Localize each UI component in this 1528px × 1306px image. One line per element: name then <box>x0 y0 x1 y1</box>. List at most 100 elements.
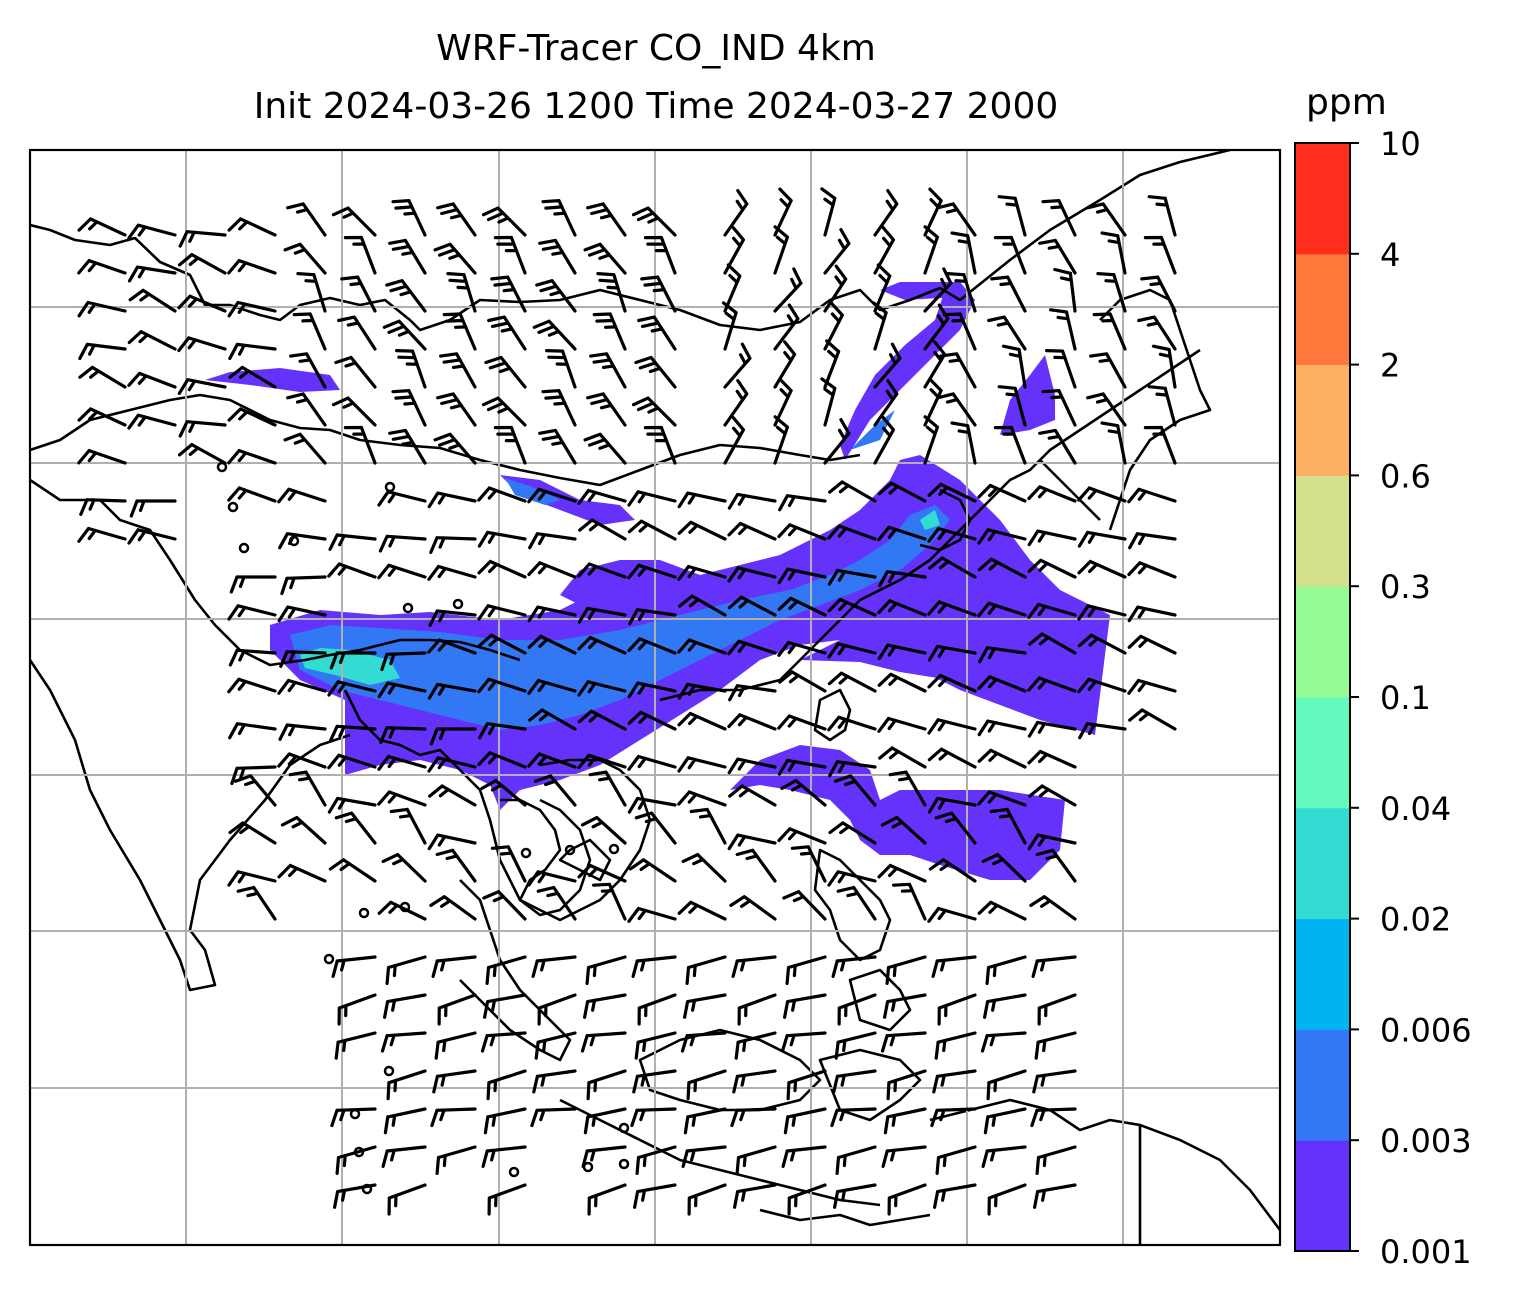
wind-barb <box>77 259 127 275</box>
wind-barb <box>484 355 527 389</box>
wind-barb <box>77 526 127 543</box>
wind-barb <box>327 753 377 770</box>
wind-barb <box>278 723 327 741</box>
wind-barb <box>79 498 127 516</box>
wind-barb <box>631 206 677 237</box>
wind-barb <box>1027 529 1077 547</box>
wind-barb <box>773 340 797 389</box>
wind-barb <box>777 567 827 585</box>
wind-barb <box>677 790 727 807</box>
wind-barb <box>1086 202 1127 237</box>
wind-barb <box>777 758 827 776</box>
wind-barb <box>437 993 477 1026</box>
wind-barb <box>428 609 477 627</box>
wind-barb <box>723 415 745 465</box>
wind-barb <box>177 294 227 313</box>
wind-barb <box>391 199 427 237</box>
wind-barb <box>177 253 227 275</box>
wind-barb <box>427 682 477 700</box>
wind-barb <box>681 853 727 883</box>
wind-barb <box>634 1031 677 1060</box>
colorbar-bin <box>1295 918 1350 1030</box>
wind-barb <box>178 420 227 438</box>
wind-barb <box>836 885 877 921</box>
wind-barb <box>1028 632 1077 655</box>
wind-barb <box>677 564 727 581</box>
wind-barb <box>773 303 800 351</box>
wind-barb <box>483 993 527 1019</box>
colorbar-bin <box>1295 586 1350 698</box>
wind-barb <box>289 352 327 389</box>
wind-barb <box>481 206 527 237</box>
wind-barb <box>379 726 427 744</box>
wind-barb <box>678 594 727 617</box>
wind-barb <box>377 790 427 807</box>
wind-barb <box>596 272 627 313</box>
wind-barb <box>977 528 1027 545</box>
wind-barb <box>1032 1069 1077 1094</box>
wind-barb <box>977 675 1027 693</box>
wind-barb <box>783 1107 827 1135</box>
wind-barb <box>277 605 327 623</box>
wind-barb <box>436 202 477 237</box>
wind-barb <box>877 672 927 693</box>
wind-barb <box>637 993 677 1026</box>
wind-barb <box>727 833 777 851</box>
wind-barb <box>1127 487 1177 504</box>
wind-barb <box>780 1031 827 1053</box>
wind-barb <box>580 816 627 845</box>
wind-barb <box>1038 428 1077 465</box>
wind-barb <box>986 1069 1027 1101</box>
wind-barb <box>391 389 427 427</box>
wind-barb <box>773 415 789 465</box>
wind-barb <box>827 671 877 693</box>
wind-barb <box>989 807 1027 845</box>
wind-barb <box>990 275 1027 313</box>
wind-barb <box>227 604 277 621</box>
wind-barb <box>129 499 177 518</box>
wind-barb <box>527 634 577 655</box>
wind-barb <box>328 858 377 883</box>
wind-barb <box>385 955 427 985</box>
wind-barb <box>586 1069 627 1101</box>
wind-barb <box>77 449 127 465</box>
wind-barb <box>928 858 977 883</box>
wind-barb <box>1147 385 1177 427</box>
wind-barb <box>778 670 827 693</box>
wind-barb <box>177 336 227 353</box>
wind-barb <box>337 993 377 1026</box>
wind-barb <box>227 300 277 318</box>
wind-barb <box>482 890 527 921</box>
wind-barb <box>631 955 677 978</box>
wind-barb <box>927 482 977 503</box>
wind-barb <box>1086 392 1127 427</box>
wind-barb <box>733 1183 777 1209</box>
wind-barb <box>627 796 677 814</box>
wind-barb <box>382 319 427 351</box>
wind-barb <box>997 385 1027 427</box>
wind-barb <box>585 955 627 985</box>
wind-barb <box>343 235 377 275</box>
wind-barb <box>727 566 777 583</box>
wind-barb <box>1041 199 1077 237</box>
wind-barb <box>637 315 677 351</box>
wind-barb <box>480 779 527 807</box>
wind-barb <box>429 727 477 746</box>
wind-barb <box>881 1145 927 1168</box>
wind-barb <box>577 709 627 731</box>
wind-barb <box>777 523 827 541</box>
wind-barb <box>588 770 627 807</box>
wind-barb <box>377 900 427 921</box>
wind-barb <box>978 646 1027 664</box>
wind-barb <box>78 342 127 361</box>
wind-barb <box>388 238 427 275</box>
wind-barb <box>327 680 377 697</box>
wind-barb <box>427 756 477 773</box>
wind-barb <box>527 487 577 504</box>
wind-barb <box>533 774 577 807</box>
wind-barb <box>886 1069 927 1101</box>
wind-barb <box>634 811 677 845</box>
wind-barb <box>627 637 677 655</box>
wind-barb <box>286 392 327 427</box>
wind-barb <box>721 301 738 351</box>
